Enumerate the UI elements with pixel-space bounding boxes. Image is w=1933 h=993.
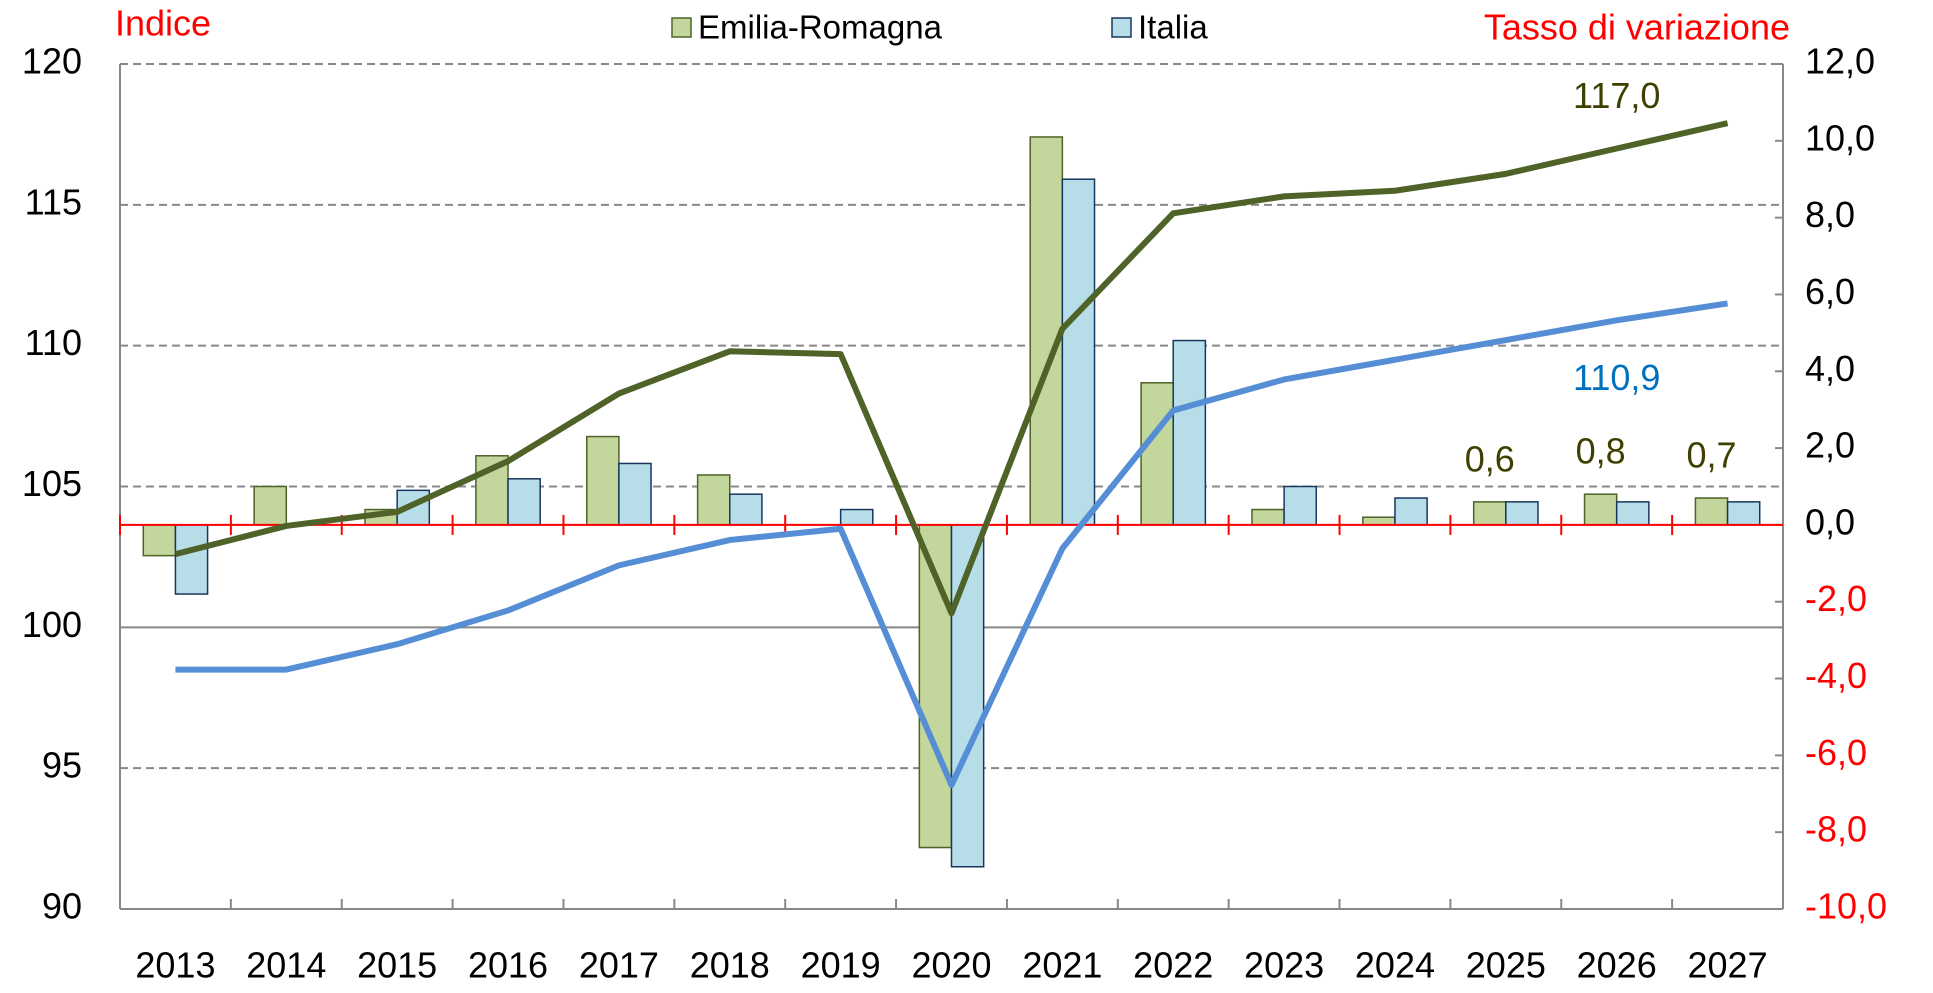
bar bbox=[585, 435, 620, 526]
y2-tick-label: 8,0 bbox=[1805, 194, 1855, 235]
legend-label: Emilia-Romagna bbox=[698, 9, 943, 46]
y-tick-label: 90 bbox=[42, 886, 82, 927]
bar bbox=[839, 508, 874, 526]
bar bbox=[253, 485, 288, 526]
bar bbox=[1283, 485, 1318, 526]
y-tick-label: 120 bbox=[22, 41, 82, 82]
x-tick-label: 2013 bbox=[135, 945, 215, 986]
x-tick-label: 2016 bbox=[468, 945, 548, 986]
y2-tick-label: 12,0 bbox=[1805, 41, 1875, 82]
bar bbox=[1362, 516, 1396, 526]
bar bbox=[1251, 508, 1285, 526]
x-tick-label: 2021 bbox=[1022, 945, 1102, 986]
y2-tick-label: 6,0 bbox=[1805, 271, 1855, 312]
legend-swatch bbox=[1111, 17, 1132, 38]
y-tick-label: 110 bbox=[25, 322, 82, 363]
bar bbox=[142, 524, 177, 557]
y2-tick-label: 0,0 bbox=[1805, 501, 1855, 542]
y2-tick-label: -8,0 bbox=[1805, 809, 1867, 850]
x-tick-label: 2023 bbox=[1244, 945, 1324, 986]
bar bbox=[507, 478, 541, 526]
x-tick-label: 2020 bbox=[911, 945, 991, 986]
bar bbox=[1694, 497, 1729, 526]
x-tick-label: 2026 bbox=[1577, 945, 1657, 986]
bar bbox=[950, 524, 985, 868]
legend-label: Italia bbox=[1138, 9, 1208, 46]
y2-axis-title: Tasso di variazione bbox=[1484, 7, 1790, 48]
y2-tick-label: -2,0 bbox=[1805, 578, 1867, 619]
data-label: 110,9 bbox=[1573, 357, 1660, 398]
bar bbox=[1472, 501, 1507, 526]
x-tick-label: 2025 bbox=[1466, 945, 1546, 986]
y2-tick-label: 2,0 bbox=[1805, 425, 1855, 466]
x-tick-label: 2017 bbox=[579, 945, 659, 986]
bar bbox=[1172, 339, 1207, 526]
bar bbox=[696, 474, 731, 526]
bar bbox=[174, 524, 209, 595]
data-label: 0,8 bbox=[1576, 431, 1626, 472]
data-label: 0,6 bbox=[1465, 438, 1515, 479]
line bbox=[175, 300, 1729, 789]
x-tick-label: 2018 bbox=[690, 945, 770, 986]
y2-tick-label: 10,0 bbox=[1805, 117, 1875, 158]
bar bbox=[729, 493, 763, 526]
x-tick-label: 2024 bbox=[1355, 945, 1435, 986]
y-axis-title: Indice bbox=[115, 3, 211, 44]
y2-tick-label: 4,0 bbox=[1805, 348, 1855, 389]
data-label: 0,7 bbox=[1686, 435, 1736, 476]
y-tick-label: 95 bbox=[42, 745, 82, 786]
data-label: 117,0 bbox=[1573, 75, 1660, 116]
bar bbox=[1394, 497, 1428, 526]
bar bbox=[1505, 501, 1539, 526]
x-tick-label: 2019 bbox=[801, 945, 881, 986]
y-tick-label: 115 bbox=[25, 181, 82, 222]
bar bbox=[1615, 501, 1650, 526]
bar bbox=[1140, 382, 1174, 526]
bar bbox=[618, 462, 652, 526]
y-tick-label: 100 bbox=[22, 604, 82, 645]
x-tick-label: 2022 bbox=[1133, 945, 1213, 986]
y2-tick-label: -6,0 bbox=[1805, 732, 1867, 773]
bar bbox=[1061, 178, 1096, 526]
bar bbox=[1583, 493, 1618, 526]
y2-tick-label: -10,0 bbox=[1805, 886, 1887, 927]
x-tick-label: 2014 bbox=[246, 945, 326, 986]
y2-tick-label: -4,0 bbox=[1805, 655, 1867, 696]
legend-swatch bbox=[671, 17, 692, 38]
bar bbox=[1029, 136, 1064, 526]
y-tick-label: 105 bbox=[22, 463, 82, 504]
x-tick-label: 2027 bbox=[1688, 945, 1768, 986]
bar bbox=[1726, 501, 1761, 526]
line bbox=[174, 120, 1729, 617]
x-tick-label: 2015 bbox=[357, 945, 437, 986]
